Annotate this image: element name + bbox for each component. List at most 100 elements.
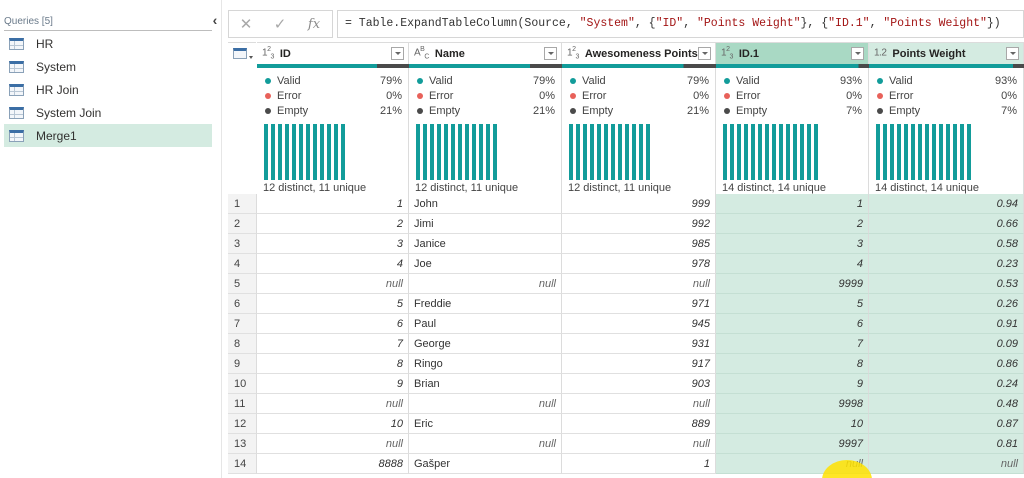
row-number[interactable]: 10 bbox=[228, 374, 257, 394]
value-distribution-histogram[interactable] bbox=[416, 124, 497, 180]
cell-name[interactable]: null bbox=[409, 394, 562, 414]
histogram-bar[interactable] bbox=[444, 124, 448, 180]
cell-points-weight[interactable]: 0.94 bbox=[869, 194, 1024, 214]
formula-input[interactable]: = Table.ExpandTableColumn(Source, "Syste… bbox=[337, 10, 1024, 38]
row-number[interactable]: 3 bbox=[228, 234, 257, 254]
cell-id-1[interactable]: 9999 bbox=[716, 274, 869, 294]
cell-id-1[interactable]: 5 bbox=[716, 294, 869, 314]
cell-id[interactable]: 6 bbox=[257, 314, 409, 334]
row-number[interactable]: 14 bbox=[228, 454, 257, 474]
cell-id-1[interactable]: 1 bbox=[716, 194, 869, 214]
cell-name[interactable]: Joe bbox=[409, 254, 562, 274]
row-number[interactable]: 5 bbox=[228, 274, 257, 294]
filter-dropdown-icon[interactable] bbox=[1006, 47, 1019, 60]
cell-id-1[interactable]: 9998 bbox=[716, 394, 869, 414]
histogram-bar[interactable] bbox=[271, 124, 275, 180]
cell-id[interactable]: 7 bbox=[257, 334, 409, 354]
histogram-bar[interactable] bbox=[772, 124, 776, 180]
fx-icon[interactable]: fx bbox=[307, 16, 321, 32]
histogram-bar[interactable] bbox=[618, 124, 622, 180]
cell-id-1[interactable]: 3 bbox=[716, 234, 869, 254]
histogram-bar[interactable] bbox=[751, 124, 755, 180]
cell-id[interactable]: 8888 bbox=[257, 454, 409, 474]
cell-id[interactable]: 8 bbox=[257, 354, 409, 374]
cell-points-weight[interactable]: 0.58 bbox=[869, 234, 1024, 254]
cell-awesomeness-points[interactable]: 1 bbox=[562, 454, 716, 474]
cell-awesomeness-points[interactable]: 978 bbox=[562, 254, 716, 274]
histogram-bar[interactable] bbox=[814, 124, 818, 180]
histogram-bar[interactable] bbox=[890, 124, 894, 180]
histogram-bar[interactable] bbox=[465, 124, 469, 180]
cell-id-1[interactable]: 9997 bbox=[716, 434, 869, 454]
chevron-left-icon[interactable]: ‹ bbox=[212, 12, 218, 28]
cell-id[interactable]: 4 bbox=[257, 254, 409, 274]
cell-points-weight[interactable]: 0.66 bbox=[869, 214, 1024, 234]
histogram-bar[interactable] bbox=[632, 124, 636, 180]
row-number[interactable]: 8 bbox=[228, 334, 257, 354]
row-number[interactable]: 9 bbox=[228, 354, 257, 374]
row-number[interactable]: 13 bbox=[228, 434, 257, 454]
histogram-bar[interactable] bbox=[646, 124, 650, 180]
histogram-bar[interactable] bbox=[285, 124, 289, 180]
cell-name[interactable]: John bbox=[409, 194, 562, 214]
whole-number-type-icon[interactable]: 123 bbox=[721, 46, 733, 61]
cell-id-1[interactable]: 7 bbox=[716, 334, 869, 354]
filter-dropdown-icon[interactable] bbox=[851, 47, 864, 60]
cell-awesomeness-points[interactable]: 931 bbox=[562, 334, 716, 354]
cell-name[interactable]: Jimi bbox=[409, 214, 562, 234]
cell-awesomeness-points[interactable]: 992 bbox=[562, 214, 716, 234]
query-item-hr-join[interactable]: HR Join bbox=[4, 78, 212, 101]
histogram-bar[interactable] bbox=[960, 124, 964, 180]
cell-id-1[interactable]: 10 bbox=[716, 414, 869, 434]
histogram-bar[interactable] bbox=[320, 124, 324, 180]
histogram-bar[interactable] bbox=[953, 124, 957, 180]
column-header-awesomeness-points[interactable]: 123 Awesomeness Points bbox=[562, 42, 716, 64]
histogram-bar[interactable] bbox=[730, 124, 734, 180]
histogram-bar[interactable] bbox=[437, 124, 441, 180]
histogram-bar[interactable] bbox=[458, 124, 462, 180]
histogram-bar[interactable] bbox=[590, 124, 594, 180]
histogram-bar[interactable] bbox=[786, 124, 790, 180]
confirm-icon[interactable]: ✓ bbox=[273, 16, 287, 33]
histogram-bar[interactable] bbox=[967, 124, 971, 180]
cell-points-weight[interactable]: 0.81 bbox=[869, 434, 1024, 454]
histogram-bar[interactable] bbox=[493, 124, 497, 180]
histogram-bar[interactable] bbox=[625, 124, 629, 180]
cell-id[interactable]: null bbox=[257, 274, 409, 294]
filter-dropdown-icon[interactable] bbox=[391, 47, 404, 60]
histogram-bar[interactable] bbox=[334, 124, 338, 180]
cell-awesomeness-points[interactable]: null bbox=[562, 274, 716, 294]
row-number[interactable]: 6 bbox=[228, 294, 257, 314]
histogram-bar[interactable] bbox=[932, 124, 936, 180]
cell-id[interactable]: 1 bbox=[257, 194, 409, 214]
cell-name[interactable]: null bbox=[409, 274, 562, 294]
histogram-bar[interactable] bbox=[737, 124, 741, 180]
histogram-bar[interactable] bbox=[876, 124, 880, 180]
histogram-bar[interactable] bbox=[327, 124, 331, 180]
cell-name[interactable]: Ringo bbox=[409, 354, 562, 374]
histogram-bar[interactable] bbox=[486, 124, 490, 180]
filter-dropdown-icon[interactable] bbox=[698, 47, 711, 60]
cell-awesomeness-points[interactable]: 971 bbox=[562, 294, 716, 314]
histogram-bar[interactable] bbox=[423, 124, 427, 180]
histogram-bar[interactable] bbox=[451, 124, 455, 180]
cell-id[interactable]: 5 bbox=[257, 294, 409, 314]
cell-points-weight[interactable]: 0.23 bbox=[869, 254, 1024, 274]
cell-id-1[interactable]: 2 bbox=[716, 214, 869, 234]
histogram-bar[interactable] bbox=[597, 124, 601, 180]
histogram-bar[interactable] bbox=[807, 124, 811, 180]
cell-id-1[interactable]: 4 bbox=[716, 254, 869, 274]
histogram-bar[interactable] bbox=[904, 124, 908, 180]
value-distribution-histogram[interactable] bbox=[876, 124, 971, 180]
cell-points-weight[interactable]: null bbox=[869, 454, 1024, 474]
query-item-merge1[interactable]: Merge1 bbox=[4, 124, 212, 147]
histogram-bar[interactable] bbox=[278, 124, 282, 180]
cell-name[interactable]: Eric bbox=[409, 414, 562, 434]
histogram-bar[interactable] bbox=[883, 124, 887, 180]
cell-id[interactable]: 9 bbox=[257, 374, 409, 394]
filter-dropdown-icon[interactable] bbox=[544, 47, 557, 60]
query-item-system-join[interactable]: System Join bbox=[4, 101, 212, 124]
cell-name[interactable]: Janice bbox=[409, 234, 562, 254]
table-menu-button[interactable] bbox=[228, 42, 256, 64]
cell-awesomeness-points[interactable]: 945 bbox=[562, 314, 716, 334]
